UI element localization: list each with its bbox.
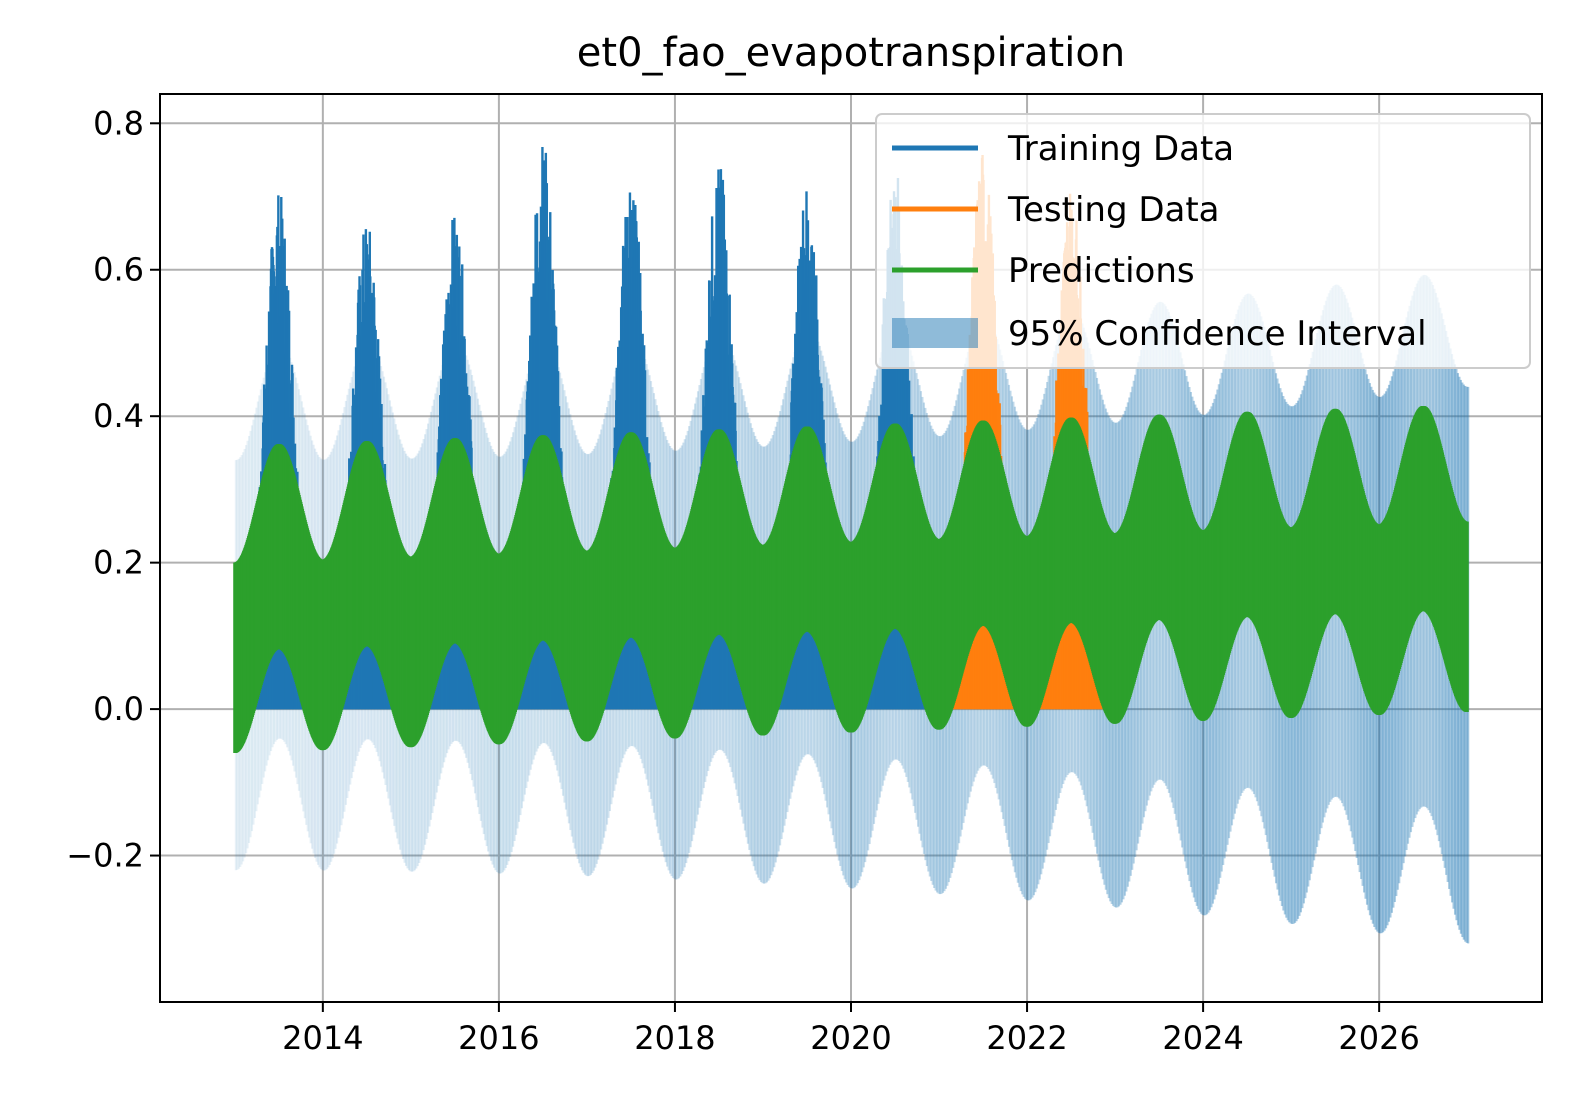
x-tick-label: 2026	[1338, 1019, 1419, 1057]
legend-label-training: Training Data	[1007, 129, 1234, 169]
x-tick-label: 2016	[458, 1019, 539, 1057]
plot-area	[233, 146, 1470, 944]
legend-label-testing: Testing Data	[1007, 190, 1220, 230]
y-tick-label: 0.8	[93, 104, 144, 142]
legend-swatch-confidence	[892, 318, 978, 348]
x-tick-label: 2022	[986, 1019, 1067, 1057]
legend: Training Data Testing Data Predictions 9…	[875, 113, 1531, 369]
y-tick-label: 0.4	[93, 397, 144, 435]
x-axis: 2014 2016 2018 2020 2022 2024 2026	[282, 1002, 1420, 1057]
x-tick-label: 2020	[810, 1019, 891, 1057]
y-tick-label: −0.2	[66, 837, 144, 875]
y-tick-label: 0.6	[93, 251, 144, 289]
y-axis: −0.2 0.0 0.2 0.4 0.6 0.8	[66, 104, 160, 875]
x-tick-label: 2024	[1162, 1019, 1243, 1057]
predictions-series	[233, 405, 1469, 754]
y-tick-label: 0.2	[93, 544, 144, 582]
legend-frame	[875, 113, 1531, 369]
legend-label-predictions: Predictions	[1008, 251, 1195, 291]
x-tick-label: 2018	[634, 1019, 715, 1057]
legend-label-confidence: 95% Confidence Interval	[1008, 314, 1427, 354]
x-tick-label: 2014	[282, 1019, 363, 1057]
y-tick-label: 0.0	[93, 690, 144, 728]
chart-title: et0_fao_evapotranspiration	[577, 30, 1125, 76]
